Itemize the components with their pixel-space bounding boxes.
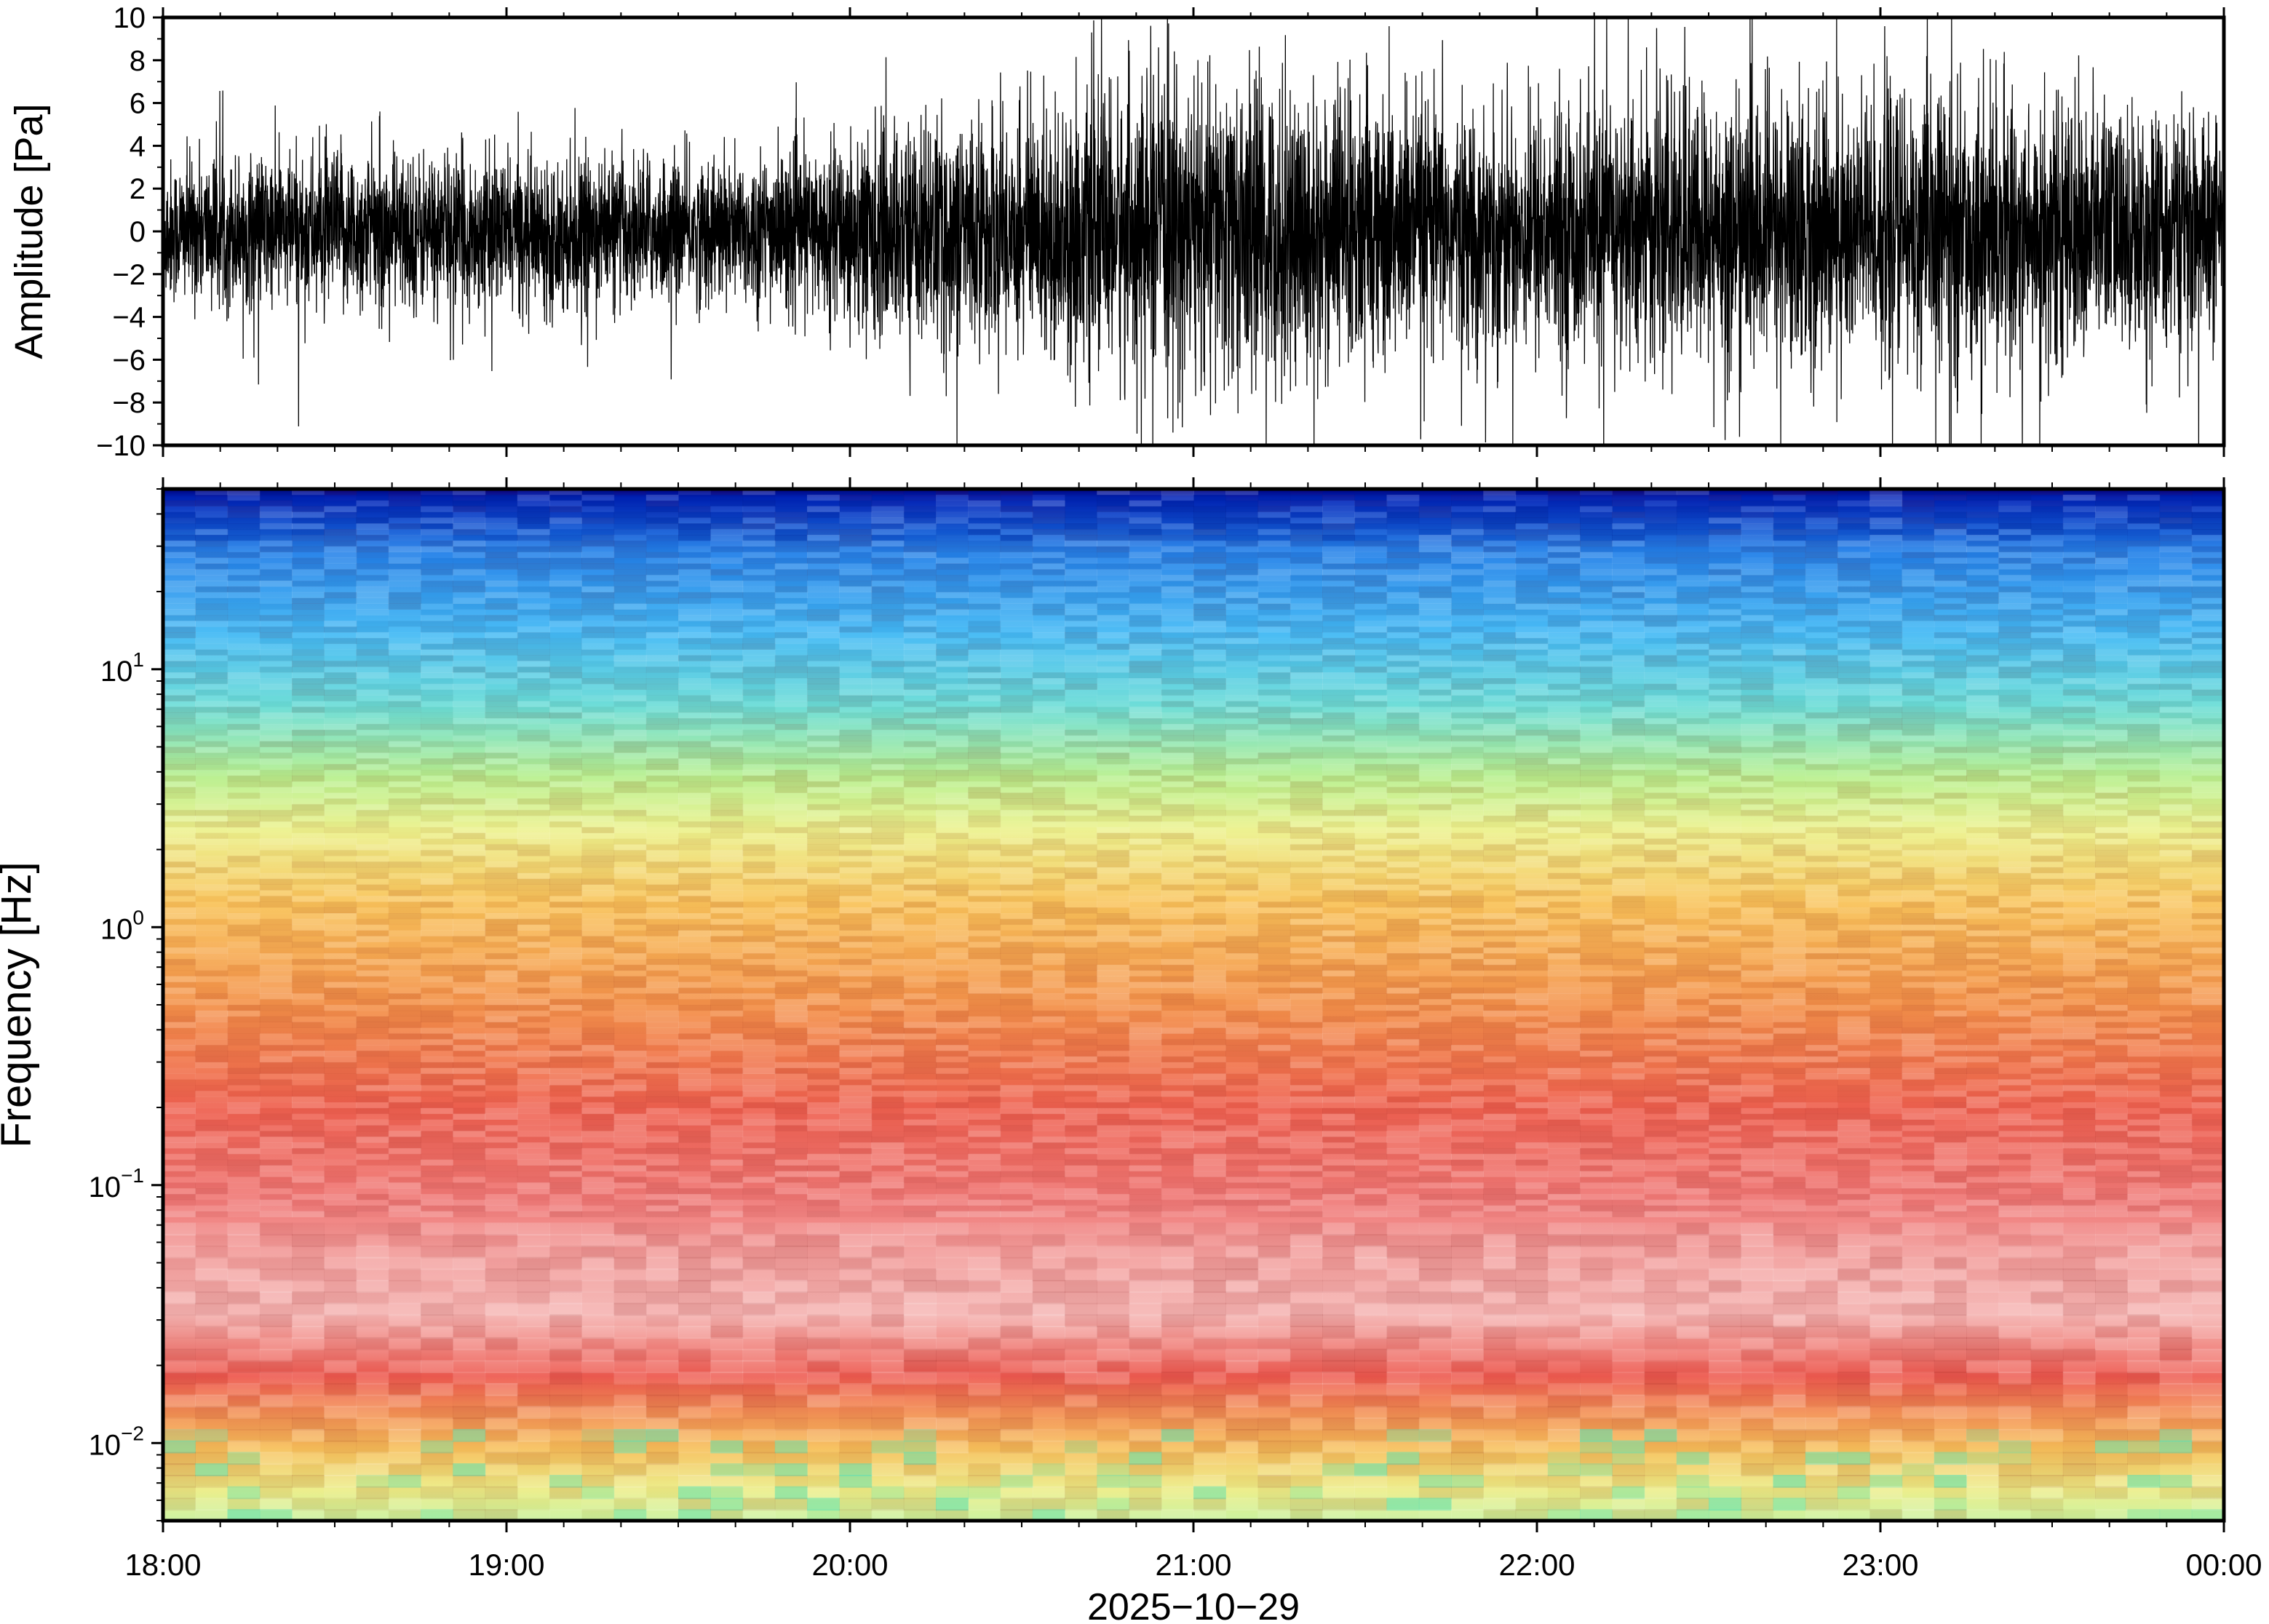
waveform-panel: 10 8 6 4 2 0 −2 −4 −6 −8 −10 Amplitude [Pa] [7,2,2226,462]
waveform-y-tick-label: −4 [112,302,146,334]
x-tick-label: 18:00 [124,1548,201,1582]
spectrogram-plot-area [163,489,2224,1521]
waveform-y-axis-title: Amplitude [Pa] [7,103,51,359]
x-tick-label: 21:00 [1155,1548,1231,1582]
spectrogram-y-axis-title: Frequency [Hz] [0,861,40,1147]
spectrogram-panel: 101 100 10−1 10−2 Frequency [Hz] [0,487,2226,1523]
x-tick-label: 23:00 [1842,1548,1918,1582]
x-axis-ticks: 18:00 19:00 20:00 21:00 22:00 23:00 00:00 [124,7,2262,1582]
waveform-y-tick-label: 10 [114,2,146,34]
waveform-trace [163,17,2224,445]
spectrogram-y-tick-label: 10−2 [89,1422,144,1461]
waveform-y-tick-label: 8 [130,45,146,77]
waveform-y-tick-label: −6 [112,344,146,376]
spectrogram-y-tick-label: 10−1 [89,1164,144,1203]
waveform-y-tick-label: −8 [112,387,146,419]
waveform-y-tick-label: 2 [130,173,146,205]
x-tick-label: 19:00 [468,1548,544,1582]
spectrogram-texture [163,489,2224,1521]
spectrogram-y-tick-label: 100 [100,906,144,945]
waveform-y-tick-label: 4 [130,130,146,162]
x-axis-title: 2025−10−29 [1087,1586,1300,1624]
x-tick-label: 00:00 [2185,1548,2262,1582]
waveform-y-tick-label: −10 [96,430,146,462]
waveform-y-tick-label: 0 [130,216,146,248]
spectrogram-y-tick-label: 101 [100,648,144,688]
waveform-y-tick-label: 6 [130,88,146,120]
waveform-plot-area [163,17,2224,445]
x-tick-label: 22:00 [1498,1548,1575,1582]
waveform-y-tick-label: −2 [112,259,146,291]
spectrogram-y-ticks: 101 100 10−1 10−2 [89,488,163,1521]
waveform-y-ticks: 10 8 6 4 2 0 −2 −4 −6 −8 −10 [96,2,163,462]
x-tick-label: 20:00 [811,1548,888,1582]
